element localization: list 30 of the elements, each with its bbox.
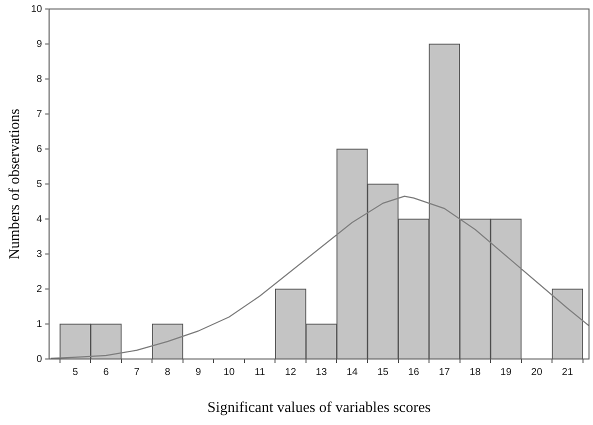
x-tick-label: 12 <box>285 366 297 378</box>
x-tick-label: 9 <box>196 366 202 378</box>
x-tick-label: 7 <box>134 366 140 378</box>
x-axis-title: Significant values of variables scores <box>207 400 431 416</box>
x-tick-label: 17 <box>438 366 450 378</box>
y-tick-label: 3 <box>36 248 43 260</box>
y-tick-label: 5 <box>36 178 43 190</box>
x-tick-label: 20 <box>531 366 543 378</box>
x-tick-label: 13 <box>316 366 328 378</box>
y-axis-title: Numbers of observations <box>6 108 23 260</box>
x-tick-label: 19 <box>500 366 512 378</box>
y-tick-label: 0 <box>36 354 43 365</box>
y-tick-label: 6 <box>36 144 43 155</box>
y-tick-label: 4 <box>36 214 43 225</box>
x-tick-label: 15 <box>377 366 389 378</box>
x-tick-label: 8 <box>164 366 171 378</box>
y-tick-label: 9 <box>36 38 43 50</box>
x-tick-label: 5 <box>72 366 78 378</box>
y-tick-label: 10 <box>31 4 43 15</box>
y-tick-label: 7 <box>36 108 43 120</box>
x-tick-label: 14 <box>346 366 358 378</box>
x-tick-label: 10 <box>224 366 236 378</box>
y-tick-label: 2 <box>36 284 43 295</box>
x-tick-label: 11 <box>254 366 266 378</box>
y-tick-label: 1 <box>36 318 43 330</box>
x-tick-label: 16 <box>408 366 420 378</box>
y-tick-label: 8 <box>36 74 43 85</box>
x-tick-label: 6 <box>103 366 110 378</box>
x-tick-label: 21 <box>562 366 574 378</box>
x-tick-label: 18 <box>470 366 482 378</box>
